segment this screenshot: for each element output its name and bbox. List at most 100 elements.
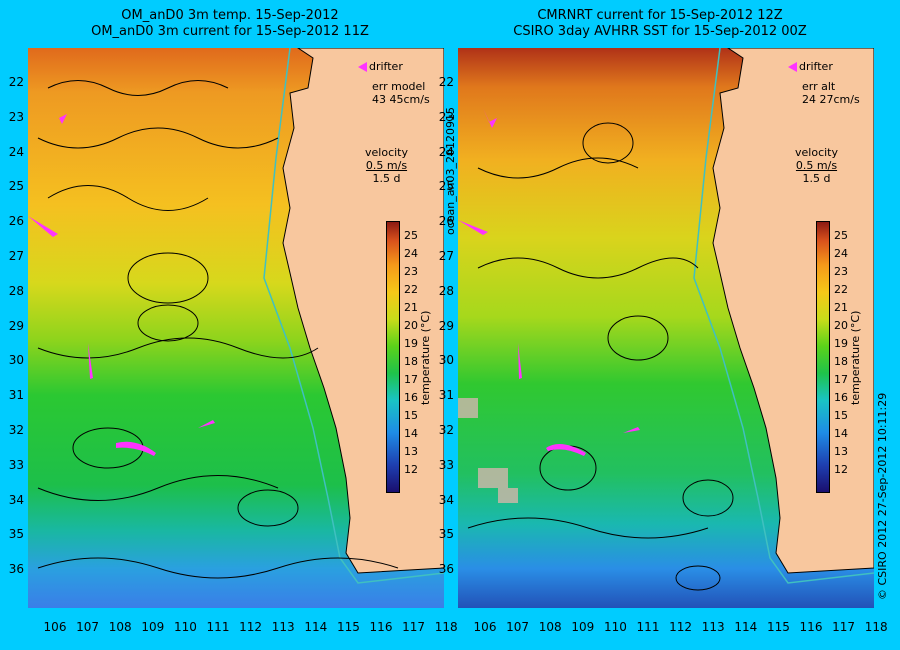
colorbar-tick: 18	[834, 355, 848, 368]
right-drifter-legend: drifter	[788, 60, 833, 73]
right-err-value: 24 27cm/s	[802, 93, 860, 106]
latitude-tick: 25	[438, 179, 454, 194]
longitude-tick: 116	[799, 620, 823, 634]
right-title-line1: CMRNRT current for 15-Sep-2012 12Z	[537, 8, 783, 23]
longitude-tick: 109	[571, 620, 595, 634]
latitude-tick: 36	[8, 562, 24, 577]
colorbar-tick: 21	[834, 301, 848, 314]
left-err-value: 43 45cm/s	[372, 93, 430, 106]
colorbar-tick: 23	[404, 265, 418, 278]
longitude-tick: 115	[766, 620, 790, 634]
right-err-label: err alt	[802, 80, 836, 93]
colorbar-tick: 12	[404, 463, 418, 476]
longitude-tick: 109	[141, 620, 165, 634]
latitude-tick: 27	[8, 249, 24, 263]
latitude-tick: 25	[8, 179, 24, 194]
longitude-tick: 108	[108, 620, 132, 634]
longitude-tick: 112	[669, 620, 693, 634]
left-err-note: err model 43 45cm/s	[372, 80, 430, 106]
longitude-tick: 114	[304, 620, 328, 634]
right-title: CMRNRT current for 15-Sep-2012 12Z CSIRO…	[505, 8, 815, 40]
longitude-tick: 107	[76, 620, 100, 634]
colorbar-tick: 17	[404, 373, 418, 386]
colorbar-tick: 25	[404, 229, 418, 242]
left-map-graphic	[28, 48, 444, 608]
latitude-tick: 33	[438, 457, 454, 472]
longitude-tick: 116	[369, 620, 393, 634]
latitude-tick: 23	[8, 109, 24, 124]
latitude-tick: 32	[8, 423, 24, 437]
latitude-tick: 26	[8, 214, 24, 229]
left-velocity-scale: 0.5 m/s	[365, 159, 408, 172]
longitude-tick: 110	[173, 620, 197, 634]
colorbar-tick: 13	[834, 445, 848, 458]
longitude-tick: 108	[538, 620, 562, 634]
colorbar-tick: 22	[404, 283, 418, 296]
left-drifter-label: drifter	[369, 60, 403, 73]
colorbar-tick: 21	[404, 301, 418, 314]
latitude-tick: 24	[8, 144, 24, 159]
longitude-tick: 106	[473, 620, 497, 634]
longitude-tick: 112	[239, 620, 263, 634]
latitude-tick: 30	[438, 353, 454, 368]
longitude-tick: 117	[402, 620, 426, 634]
colorbar-tick: 15	[834, 409, 848, 422]
colorbar-tick: 23	[834, 265, 848, 278]
longitude-tick: 117	[832, 620, 856, 634]
right-err-note: err alt 24 27cm/s	[802, 80, 860, 106]
latitude-tick: 34	[8, 492, 24, 507]
latitude-tick: 29	[8, 318, 24, 333]
colorbar-tick: 20	[404, 319, 418, 332]
colorbar-tick: 12	[834, 463, 848, 476]
longitude-tick: 118	[864, 620, 888, 634]
right-map-graphic	[458, 48, 874, 608]
colorbar-tick: 25	[834, 229, 848, 242]
left-drifter-legend: drifter	[358, 60, 403, 73]
left-title: OM_anD0 3m temp. 15-Sep-2012 OM_anD0 3m …	[80, 8, 380, 40]
latitude-tick: 31	[8, 388, 24, 403]
right-title-line2: CSIRO 3day AVHRR SST for 15-Sep-2012 00Z	[513, 24, 807, 39]
longitude-tick: 114	[734, 620, 758, 634]
latitude-tick: 28	[438, 283, 454, 298]
latitude-tick: 34	[438, 492, 454, 507]
colorbar-tick: 19	[404, 337, 418, 350]
right-map[interactable]	[458, 48, 874, 608]
colorbar-tick: 17	[834, 373, 848, 386]
colorbar-tick: 16	[834, 391, 848, 404]
longitude-tick: 110	[603, 620, 627, 634]
left-title-line2: OM_anD0 3m current for 15-Sep-2012 11Z	[91, 24, 369, 39]
colorbar-tick: 24	[834, 247, 848, 260]
longitude-tick: 118	[434, 620, 458, 634]
latitude-tick: 26	[438, 214, 454, 229]
colorbar-tick: 13	[404, 445, 418, 458]
left-colorbar	[386, 221, 400, 493]
longitude-tick: 111	[206, 620, 230, 634]
colorbar-tick: 15	[404, 409, 418, 422]
longitude-tick: 106	[43, 620, 67, 634]
longitude-tick: 111	[636, 620, 660, 634]
left-title-line1: OM_anD0 3m temp. 15-Sep-2012	[121, 8, 339, 23]
longitude-tick: 113	[701, 620, 725, 634]
colorbar-tick: 24	[404, 247, 418, 260]
colorbar-tick: 14	[404, 427, 418, 440]
right-velocity-time: 1.5 d	[802, 172, 831, 185]
longitude-tick: 107	[506, 620, 530, 634]
right-drifter-label: drifter	[799, 60, 833, 73]
left-map[interactable]	[28, 48, 444, 608]
latitude-tick: 28	[8, 283, 24, 298]
longitude-tick: 113	[271, 620, 295, 634]
left-err-label: err model	[372, 80, 426, 93]
right-velocity-note: velocity 0.5 m/s 1.5 d	[795, 146, 838, 185]
left-velocity-note: velocity 0.5 m/s 1.5 d	[365, 146, 408, 185]
latitude-tick: 23	[438, 109, 454, 124]
latitude-tick: 22	[438, 75, 454, 89]
drifter-marker-icon	[788, 62, 797, 72]
right-colorbar-label: temperature (°C)	[849, 310, 862, 405]
left-velocity-time: 1.5 d	[372, 172, 401, 185]
colorbar-tick: 14	[834, 427, 848, 440]
latitude-tick: 22	[8, 75, 24, 89]
latitude-tick: 29	[438, 318, 454, 333]
right-colorbar	[816, 221, 830, 493]
latitude-tick: 24	[438, 144, 454, 159]
colorbar-tick: 18	[404, 355, 418, 368]
